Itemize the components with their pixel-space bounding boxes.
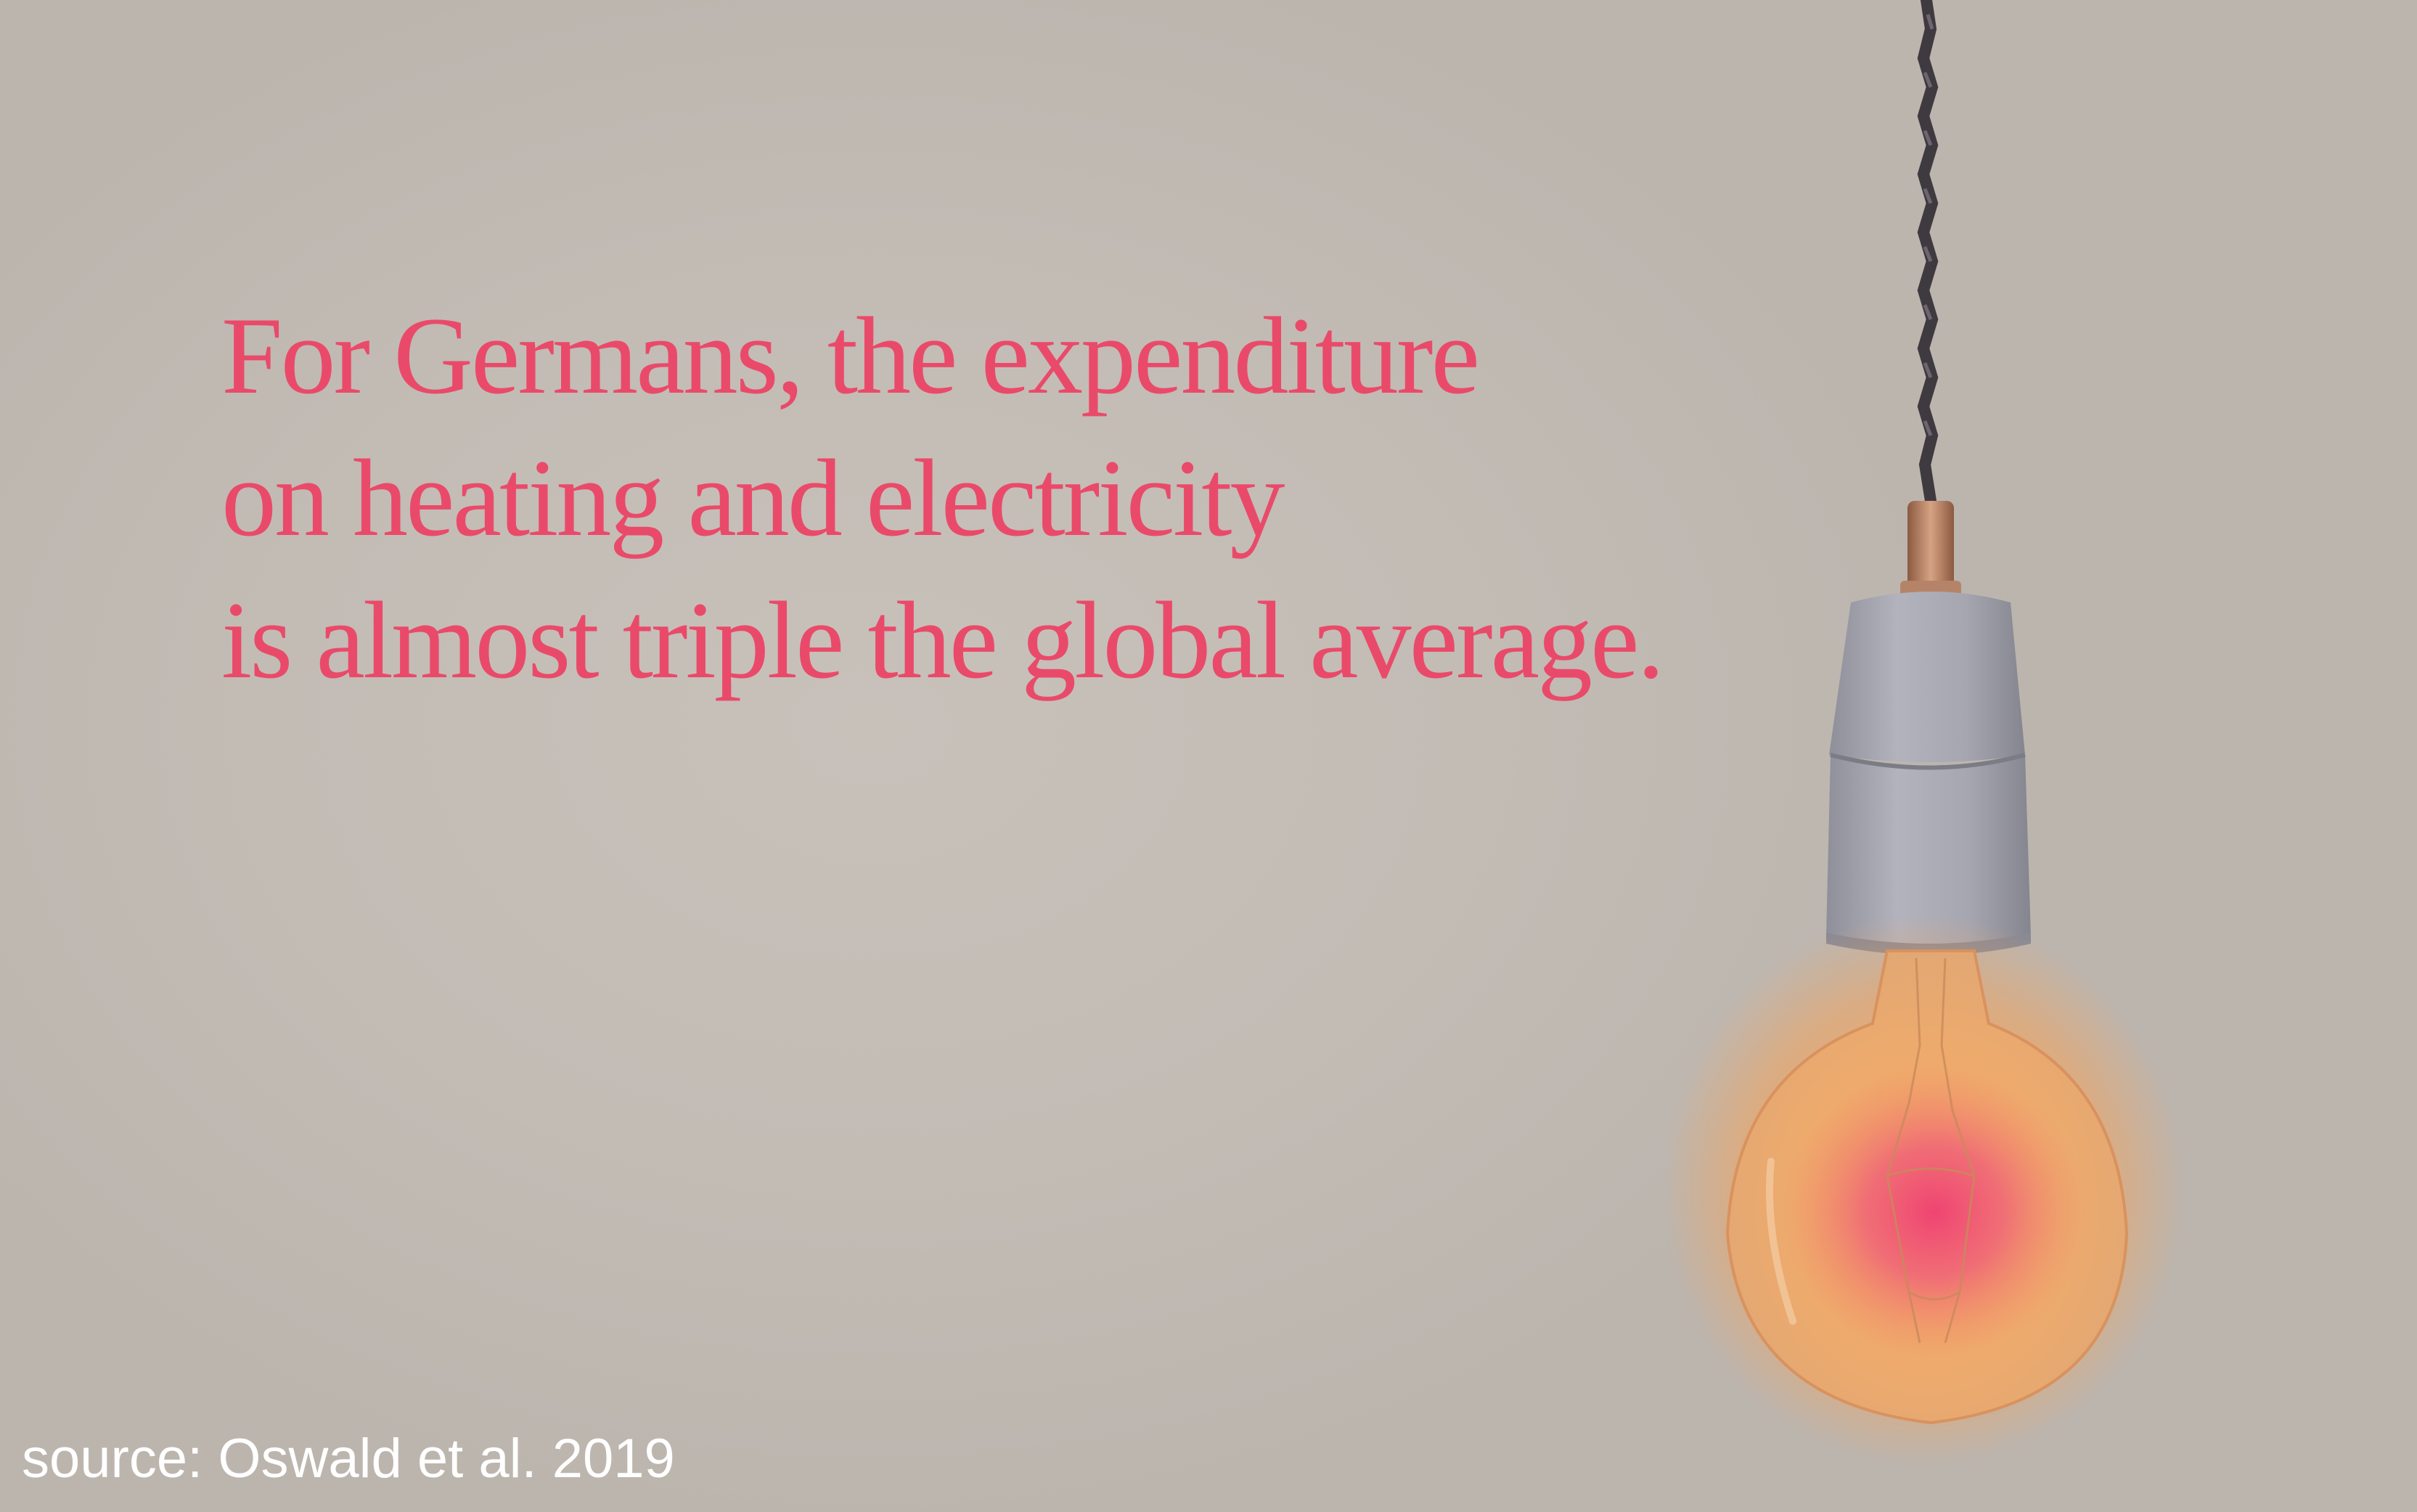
source-citation: source: Oswald et al. 2019 bbox=[22, 1428, 675, 1489]
headline-quote: For Germans, the expenditure on heating … bbox=[221, 285, 1665, 711]
quote-line-2: on heating and electricity bbox=[221, 437, 1285, 559]
quote-line-1: For Germans, the expenditure bbox=[221, 295, 1480, 417]
quote-line-3: is almost triple the global average. bbox=[221, 579, 1665, 701]
hanging-light-bulb-icon bbox=[1669, 0, 2185, 1466]
